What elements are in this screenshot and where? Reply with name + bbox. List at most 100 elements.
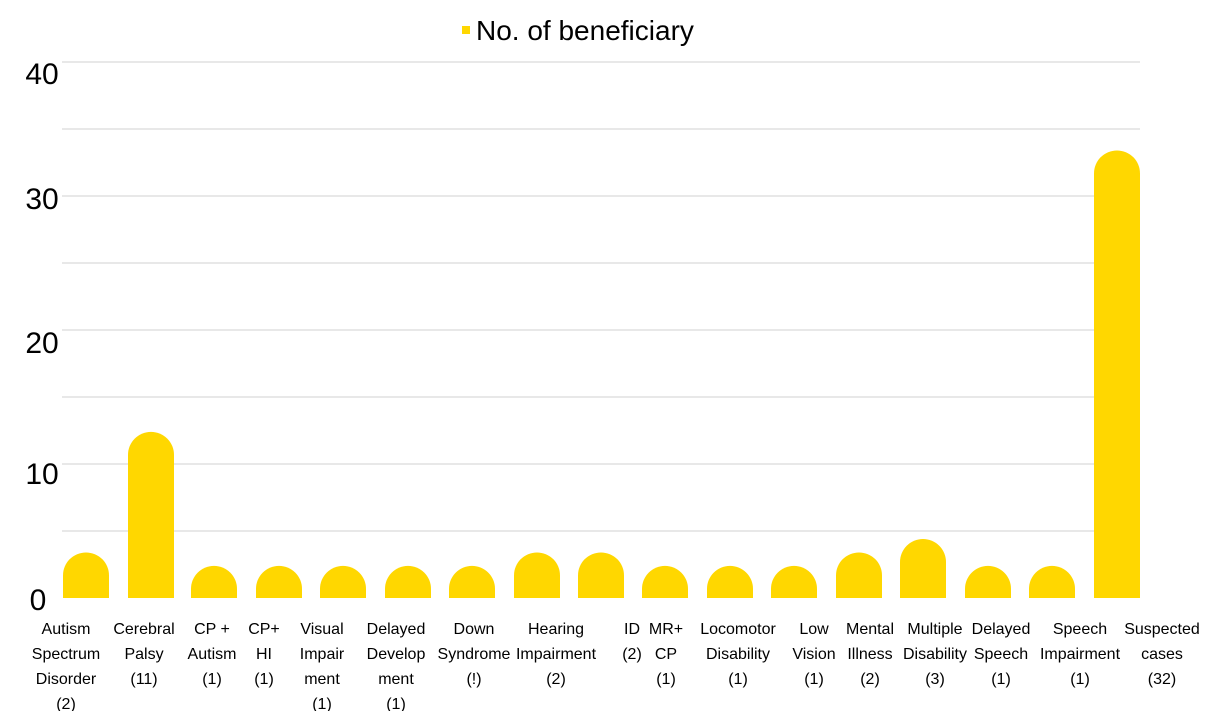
category-label-line: Develop: [367, 646, 426, 663]
bar: [256, 565, 302, 598]
bar: [771, 565, 817, 598]
category-label-line: Locomotor: [700, 621, 776, 638]
category-label: Speech Impairment (1): [1040, 621, 1121, 688]
category-label: CP + Autism (1): [188, 621, 237, 688]
category-label-line: Impairment: [1040, 646, 1121, 663]
category-label-line: Speech: [974, 646, 1028, 663]
legend: No. of beneficiary: [462, 15, 694, 46]
bar: [900, 539, 946, 598]
bar: [128, 431, 174, 598]
category-label-line: Impair: [300, 646, 345, 663]
category-label-line: Cerebral: [113, 621, 174, 638]
category-label: Delayed Speech (1): [972, 621, 1031, 688]
category-label-line: Speech: [1053, 621, 1107, 638]
category-label-line: Disability: [903, 646, 967, 663]
category-label: Autism Spectrum Disorder (2): [32, 621, 100, 713]
category-label-line: ment: [378, 671, 414, 688]
bar: [1094, 150, 1140, 598]
bar: [449, 565, 496, 598]
category-label-line: Multiple: [907, 621, 962, 638]
category-label-line: (1): [728, 671, 748, 688]
category-label-line: Spectrum: [32, 646, 100, 663]
category-label-line: ID: [624, 621, 640, 638]
category-label-line: (32): [1148, 671, 1176, 688]
category-label-line: (1): [386, 696, 406, 711]
category-label-line: Mental: [846, 621, 894, 638]
category-label: Hearing Impairment (2): [516, 621, 597, 688]
category-label-line: Autism: [188, 646, 237, 663]
category-label-line: Impairment: [516, 646, 597, 663]
category-label-line: (1): [991, 671, 1011, 688]
bar: [63, 552, 109, 598]
bar: [514, 552, 560, 598]
category-label-line: CP: [655, 646, 677, 663]
category-label: MR+ CP (1): [649, 621, 683, 688]
bar: [707, 565, 753, 598]
category-label: ID (2): [622, 621, 642, 663]
category-label: Down Syndrome (!): [438, 621, 511, 688]
category-label-line: (1): [312, 696, 332, 711]
category-label-line: Disability: [706, 646, 770, 663]
category-label-line: Autism: [42, 621, 91, 638]
legend-swatch: [462, 26, 470, 34]
y-tick-label: 10: [25, 458, 58, 491]
category-label-line: MR+: [649, 621, 683, 638]
category-label: Multiple Disability (3): [903, 621, 967, 688]
category-label-line: (2): [860, 671, 880, 688]
y-tick-label: 0: [30, 584, 47, 617]
legend-label: No. of beneficiary: [476, 15, 694, 46]
category-label-line: Palsy: [124, 646, 163, 663]
category-label-line: Low: [799, 621, 829, 638]
category-label-line: HI: [256, 646, 272, 663]
bar: [385, 565, 431, 598]
y-tick-label: 40: [25, 58, 58, 91]
category-label-line: ment: [304, 671, 340, 688]
category-label: Suspected cases (32): [1124, 621, 1200, 688]
bar: [191, 565, 237, 598]
gridlines: [62, 61, 1140, 532]
category-label-line: (1): [1070, 671, 1090, 688]
category-label-line: Down: [454, 621, 495, 638]
category-label: Mental Illness (2): [846, 621, 894, 688]
category-label-line: Visual: [300, 621, 343, 638]
category-label-line: (1): [656, 671, 676, 688]
bar: [836, 552, 882, 598]
y-axis-ticks: 0 10 20 30 40: [25, 58, 58, 617]
bar: [320, 565, 366, 598]
category-label-line: (1): [254, 671, 274, 688]
category-label-line: Delayed: [367, 621, 426, 638]
category-label-line: (1): [202, 671, 222, 688]
bar: [642, 565, 688, 598]
category-label-line: CP+: [248, 621, 280, 638]
category-label-line: (!): [466, 671, 481, 688]
category-label-line: Vision: [792, 646, 835, 663]
y-tick-label: 20: [25, 327, 58, 360]
category-label: Delayed Develop ment (1): [367, 621, 426, 713]
category-label-line: (2): [56, 696, 76, 711]
category-label-line: Hearing: [528, 621, 584, 638]
bar: [965, 565, 1011, 598]
category-label: CP+ HI (1): [248, 621, 280, 688]
category-label-line: (1): [804, 671, 824, 688]
y-tick-label: 30: [25, 183, 58, 216]
category-label-line: Delayed: [972, 621, 1031, 638]
category-label-line: (11): [130, 671, 157, 688]
category-label-line: Disorder: [36, 671, 97, 688]
category-label-line: CP +: [194, 621, 230, 638]
category-label-line: cases: [1141, 646, 1183, 663]
bars: [63, 150, 1140, 598]
x-axis-labels: Autism Spectrum Disorder (2) Cerebral Palsy (1…: [32, 621, 1200, 713]
category-label: Visual Impair ment (1): [300, 621, 345, 713]
category-label: Locomotor Disability (1): [700, 621, 776, 688]
category-label-line: (2): [622, 646, 642, 663]
category-label-line: Illness: [847, 646, 892, 663]
category-label-line: Syndrome: [438, 646, 511, 663]
category-label: Cerebral Palsy (11): [113, 621, 174, 688]
category-label: Low Vision (1): [792, 621, 835, 688]
category-label-line: Suspected: [1124, 621, 1200, 638]
bar: [1029, 565, 1075, 598]
bar: [578, 552, 624, 598]
category-label-line: (2): [546, 671, 566, 688]
